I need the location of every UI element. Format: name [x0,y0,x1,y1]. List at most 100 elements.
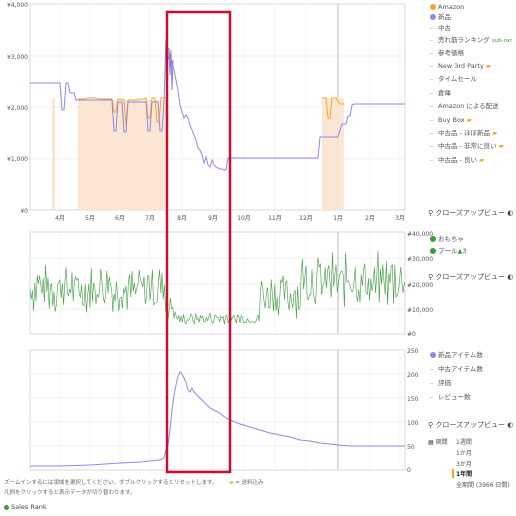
price-x-tick: 3月 [395,215,405,222]
legend-item-used-offer-count[interactable]: – 中古アイテム数 [430,366,483,373]
legend-item-used-good[interactable]: – 中古品 - 良い ▰ [430,157,484,164]
sales-rank-line [29,250,405,325]
sub-rank-link[interactable]: sub-rar [491,38,512,44]
half-circle-toggle-icon: ◐ [507,421,514,429]
period-option-label: 3か月 [456,461,472,468]
circle-icon [430,248,436,254]
legend-label: 評価 [438,379,451,387]
legend-item-review-count[interactable]: – レビュー数 [430,394,471,401]
offer-y-tick: 50 [407,444,415,451]
legend-item-toys[interactable]: おもちゃ [430,236,464,243]
price-x-tick: 9月 [208,215,218,222]
legend-label: 倉庫 [438,89,451,97]
truck-icon: ▰ [485,62,491,70]
dash-icon: – [430,142,434,150]
price-x-tick: 1月 [333,215,343,222]
dash-icon: – [430,24,434,32]
price-zoom-toggle[interactable]: ⚲ クローズアップビュー ◐ [428,208,513,218]
legend-item-pool[interactable]: プール▲3 [430,248,467,255]
legend-item-new[interactable]: 新品 [430,14,451,21]
legend-label: Buy Box [438,116,465,124]
legend-item-fba[interactable]: – Amazon による配送 [430,103,499,110]
legend-item-used-very-good[interactable]: – 中古品 - 非常に良い ▰ [430,143,504,150]
zoom-label: クローズアップビュー [435,209,506,217]
period-option-label: 全期間 (3966 日間) [456,482,510,489]
legend-label: 中古 [438,24,451,32]
period-option-3months[interactable]: 3か月 [456,459,472,468]
period-option-1year[interactable]: 1年間 [452,469,472,478]
magnifier-icon: ⚲ [428,273,434,281]
category-icon: ▲ [457,247,463,255]
legend-item-used-like-new[interactable]: – 中古品 - ほぼ新品 ▰ [430,130,497,137]
circle-icon [430,4,436,10]
period-option-1month[interactable]: 1か月 [456,448,472,457]
dash-icon: – [430,365,434,373]
legend-item-rating[interactable]: – 評価 [430,380,451,387]
legend-label: 参考価格 [438,49,464,57]
legend-item-warehouse[interactable]: – 倉庫 [430,90,451,97]
dash-icon: – [430,156,434,164]
legend-item-used[interactable]: – 中古 [430,25,451,32]
offer-zoom-toggle[interactable]: ⚲ クローズアップビュー ◐ [428,420,513,430]
legend-label: Amazon [438,3,465,11]
truck-icon: ▰ [498,142,504,150]
legend-item-amazon[interactable]: Amazon [430,4,464,11]
period-title: 期間 [435,439,448,446]
truck-icon: ▰ [229,480,234,486]
legend-item-sales-rank[interactable]: – 売れ筋ランキング sub-rar [430,37,512,45]
legend-label: レビュー数 [438,393,471,401]
legend-label: 売れ筋ランキング [438,36,490,44]
offer-y-tick: 250 [407,348,419,355]
legend-item-new-3rd-party[interactable]: – New 3rd Party ▰ [430,63,491,70]
truck-icon: ▰ [466,116,472,124]
rank-y-tick: #30,000 [407,256,433,263]
new-price-line [30,39,405,171]
rank-zoom-toggle[interactable]: ⚲ クローズアップビュー ◐ [428,272,513,282]
period-option-1week[interactable]: 1週間 [456,437,472,446]
dash-icon: – [430,36,434,44]
zoom-help-text: ズームインするには領域を選択してください。ダブルクリックするとリセットします。 [4,480,218,486]
rank-y-tick: #10,000 [407,307,433,314]
truck-icon: ▰ [479,156,485,164]
offer-chart-frame [29,349,406,471]
legend-item-buy-box[interactable]: – Buy Box ▰ [430,117,472,124]
legend-label: 新品アイテム数 [438,351,483,359]
half-circle-toggle-icon: ◐ [507,273,514,281]
half-circle-toggle-icon: ◐ [507,209,514,217]
legend-label: おもちゃ [438,235,464,243]
price-x-tick: 12月 [299,215,313,222]
dash-icon: – [430,102,434,110]
legend-label: 中古品 - 非常に良い [438,142,497,150]
price-y-tick: ¥0 [20,208,28,215]
price-y-tick: ¥4,000 [7,2,28,9]
offer-y-tick: 0 [407,467,411,474]
legend-item-new-offer-count[interactable]: 新品アイテム数 [430,352,483,359]
price-x-tick: 6月 [115,215,125,222]
period-option-label: 1週間 [456,439,472,446]
price-y-tick: ¥3,000 [7,54,28,61]
circle-icon [4,505,9,510]
dash-icon: – [430,379,434,387]
price-x-tick: 11月 [268,215,282,222]
legend-label: プール [438,247,458,255]
period-option-all[interactable]: 全期間 (3966 日間) [456,480,510,489]
rank-y-tick: #0 [407,331,416,338]
rank-y-tick: #20,000 [407,282,433,289]
legend-item-list-price[interactable]: – 参考価格 [430,50,464,57]
price-x-tick: 7月 [145,215,155,222]
price-x-tick: 2月 [365,215,375,222]
price-y-tick: ¥1,000 [7,156,28,163]
legend-label: タイムセール [438,75,477,83]
offer-count-chart[interactable]: 250 200 150 100 50 0 [29,348,419,474]
zoom-label: クローズアップビュー [435,421,506,429]
sales-rank-legend[interactable]: Sales Rank [4,503,47,511]
rank-chart[interactable]: #40,000 #30,000 #20,000 #10,000 #0 [29,231,433,338]
legend-label: 新品 [438,13,451,21]
shipping-note: = 送料込み [235,480,264,486]
magnifier-icon: ⚲ [428,421,434,429]
dash-icon: – [430,75,434,83]
period-selector: ▦ 期間 [428,437,448,446]
price-chart[interactable]: ¥4,000 ¥3,000 ¥2,000 ¥1,000 ¥0 4月 5月 6月 7月 8… [7,2,406,222]
legend-item-lightning-deal[interactable]: – タイムセール [430,76,477,83]
